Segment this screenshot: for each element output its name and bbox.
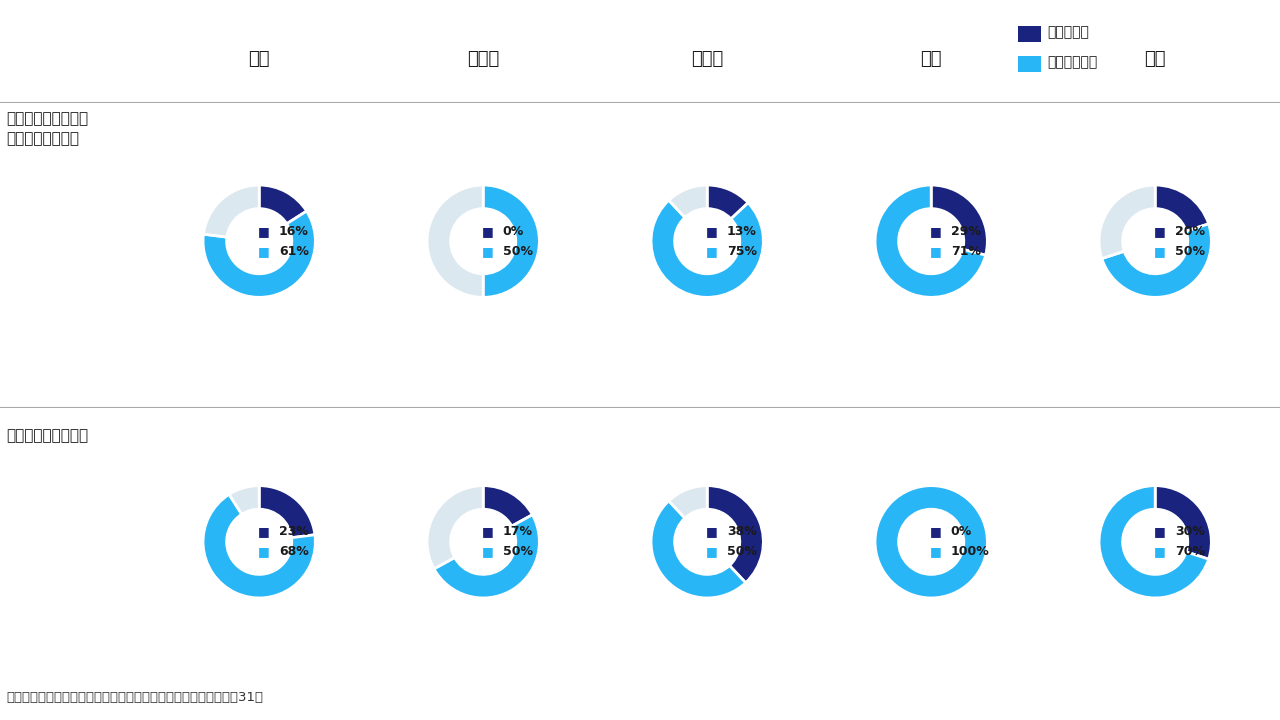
Text: 13%: 13%	[727, 225, 756, 238]
Text: 新兴国: 新兴国	[691, 50, 723, 68]
Wedge shape	[1155, 185, 1208, 231]
Wedge shape	[434, 515, 539, 598]
Text: ■: ■	[1153, 225, 1166, 238]
Wedge shape	[1100, 185, 1156, 258]
Text: 16%: 16%	[279, 225, 308, 238]
Text: 0%: 0%	[951, 525, 972, 538]
Text: 中東: 中東	[920, 50, 942, 68]
Wedge shape	[483, 185, 539, 297]
Text: ■: ■	[929, 245, 942, 258]
Text: ■: ■	[1153, 546, 1166, 559]
Wedge shape	[1102, 224, 1211, 297]
Text: 30%: 30%	[1175, 525, 1204, 538]
Wedge shape	[668, 485, 708, 518]
Text: 70%: 70%	[1175, 546, 1204, 559]
Text: 100%: 100%	[951, 546, 989, 559]
Wedge shape	[428, 185, 484, 297]
Wedge shape	[428, 485, 484, 569]
Text: 以下について、どの程度困難だと感じますか？に対する回答数：31。: 以下について、どの程度困難だと感じますか？に対する回答数：31。	[6, 691, 264, 704]
Wedge shape	[204, 185, 260, 237]
Text: ■: ■	[257, 245, 270, 258]
Wedge shape	[483, 485, 532, 526]
Text: ■: ■	[257, 546, 270, 559]
Text: 50%: 50%	[503, 546, 532, 559]
Text: ■: ■	[705, 245, 718, 258]
Text: 50%: 50%	[1175, 245, 1204, 258]
Text: ■: ■	[929, 546, 942, 559]
Text: ■: ■	[929, 525, 942, 538]
Wedge shape	[931, 185, 987, 255]
Wedge shape	[652, 501, 746, 598]
Text: ■: ■	[481, 225, 494, 238]
Text: 全体: 全体	[248, 50, 270, 68]
Wedge shape	[876, 185, 986, 297]
Text: ■: ■	[1153, 245, 1166, 258]
Wedge shape	[1100, 485, 1208, 598]
Text: ■: ■	[257, 525, 270, 538]
Text: 信頼と透明性の構築: 信頼と透明性の構築	[6, 428, 88, 444]
Wedge shape	[259, 485, 315, 538]
Text: 利害関係者の管理や
エンゲージメント: 利害関係者の管理や エンゲージメント	[6, 112, 88, 146]
Text: 非常に困難: 非常に困難	[1047, 25, 1089, 40]
Wedge shape	[652, 200, 763, 297]
Text: 75%: 75%	[727, 245, 756, 258]
Wedge shape	[707, 185, 748, 219]
Text: 71%: 71%	[951, 245, 980, 258]
Text: ■: ■	[705, 525, 718, 538]
Text: 23%: 23%	[279, 525, 308, 538]
Text: 中程度に困難: 中程度に困難	[1047, 55, 1097, 70]
Text: ■: ■	[705, 225, 718, 238]
Text: 欧米: 欧米	[1144, 50, 1166, 68]
Wedge shape	[707, 485, 763, 582]
Text: アジア: アジア	[467, 50, 499, 68]
Text: ■: ■	[481, 525, 494, 538]
Text: 38%: 38%	[727, 525, 756, 538]
Text: 17%: 17%	[503, 525, 532, 538]
Text: 20%: 20%	[1175, 225, 1204, 238]
Text: ■: ■	[1153, 525, 1166, 538]
Text: ■: ■	[705, 546, 718, 559]
Text: 29%: 29%	[951, 225, 980, 238]
Wedge shape	[668, 185, 708, 217]
Wedge shape	[204, 495, 315, 598]
Wedge shape	[1155, 485, 1211, 559]
Wedge shape	[204, 211, 315, 297]
Wedge shape	[259, 185, 307, 224]
Text: ■: ■	[481, 245, 494, 258]
Text: 50%: 50%	[727, 546, 756, 559]
Wedge shape	[876, 485, 987, 598]
Text: 50%: 50%	[503, 245, 532, 258]
Wedge shape	[229, 485, 260, 514]
Text: ■: ■	[481, 546, 494, 559]
Text: 61%: 61%	[279, 245, 308, 258]
Text: 0%: 0%	[503, 225, 524, 238]
Text: ■: ■	[929, 225, 942, 238]
Text: ■: ■	[257, 225, 270, 238]
Text: 68%: 68%	[279, 546, 308, 559]
